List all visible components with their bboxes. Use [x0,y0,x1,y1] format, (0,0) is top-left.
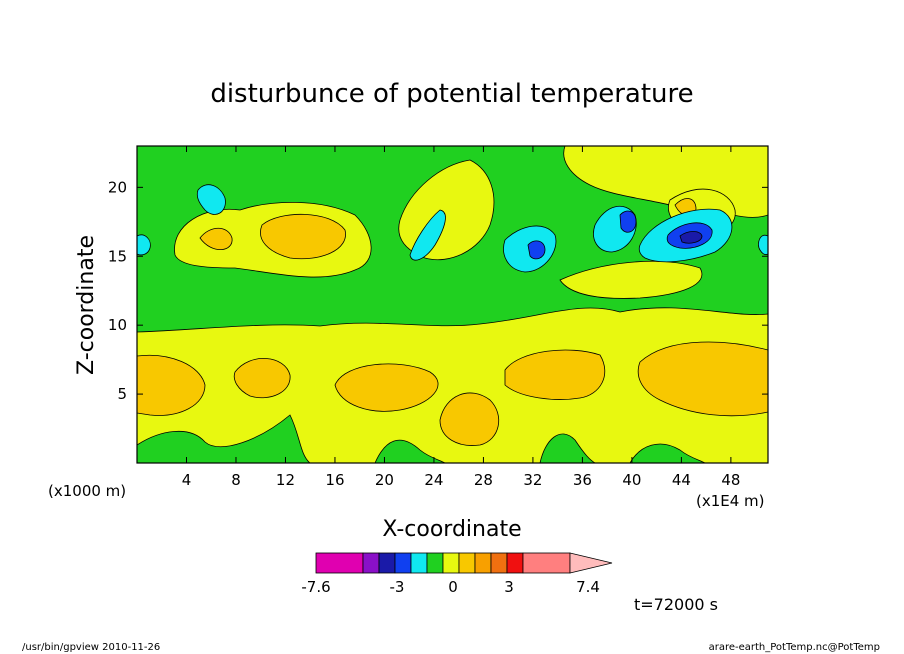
x-tick-label: 32 [523,471,542,489]
colorbar-label: 7.4 [576,578,600,596]
colorbar-labels: -7.6 -3 0 3 7.4 [301,578,600,596]
x-tick-label: 48 [721,471,740,489]
colorbar-swatch [442,552,460,574]
contour-band-blue [619,210,637,233]
contour-band-cyan [196,184,226,215]
time-label: t=72000 s [634,595,718,614]
colorbar [315,552,613,574]
contour-band-blue [527,240,546,260]
contour-band-cyan [758,234,768,255]
x-tick-label: 4 [182,471,192,489]
contour-band-cyan [137,234,151,256]
footer-left: /usr/bin/gpview 2010-11-26 [22,642,160,653]
contour-band-orange [504,349,606,400]
contour-patch-green [137,414,311,463]
contour-band-orange [137,354,206,416]
contour-band-orange [233,358,291,399]
colorbar-label: 3 [504,578,514,596]
x-tick-label: 12 [276,471,295,489]
y-axis-label: Z-coordinate [74,235,99,375]
colorbar-swatch [394,552,412,574]
contour-patch-green [539,433,596,463]
colorbar-swatch [410,552,428,574]
y-tick-label: 5 [117,385,127,403]
plot-frame [136,145,769,464]
colorbar-swatch [506,552,524,574]
y-tick-label: 20 [108,178,127,196]
colorbar-label: -3 [390,578,405,596]
colorbar-swatch [474,552,492,574]
contour-band-orange [199,227,233,251]
x-tick-label: 20 [375,471,394,489]
x-unit-right: (x1E4 m) [696,492,765,510]
colorbar-swatch [378,552,396,574]
y-tick-label: 10 [108,316,127,334]
contour-band-orange [260,213,346,260]
y-axis-ticks: 5 10 15 20 [108,178,768,403]
contour-patch-green [629,443,706,463]
footer-right: arare-earth_PotTemp.nc@PotTemp [709,642,880,653]
x-tick-label: 28 [474,471,493,489]
colorbar-label: -7.6 [301,578,330,596]
colorbar-swatch [458,552,476,574]
y-tick-label: 15 [108,247,127,265]
x-tick-label: 44 [672,471,691,489]
chart-title: disturbunce of potential temperature [210,79,693,109]
contour-band-orange [637,341,768,417]
contour-patch-green [374,439,446,463]
contour-band-navy [679,231,703,244]
x-tick-label: 16 [325,471,344,489]
x-unit-left: (x1000 m) [48,482,126,500]
x-tick-label: 36 [573,471,592,489]
contour-band-cyan [409,209,446,261]
x-axis-label: X-coordinate [382,517,521,542]
colorbar-swatch [426,552,444,574]
contour-band-yellow-lower [137,307,768,463]
x-tick-label: 40 [622,471,641,489]
colorbar-extension [569,552,613,574]
colorbar-swatch [362,552,380,574]
x-tick-label: 8 [231,471,241,489]
field-contours [137,146,768,463]
colorbar-label: 0 [448,578,458,596]
contour-band-orange [334,363,439,412]
x-tick-label: 24 [424,471,443,489]
colorbar-swatch [315,552,364,574]
colorbar-swatch [522,552,571,574]
x-axis-ticks: 4 8 12 16 20 24 28 32 36 40 44 48 [182,146,740,489]
contour-band-orange [439,392,499,446]
colorbar-swatch [490,552,508,574]
contour-band-yellow-upper [559,260,703,299]
